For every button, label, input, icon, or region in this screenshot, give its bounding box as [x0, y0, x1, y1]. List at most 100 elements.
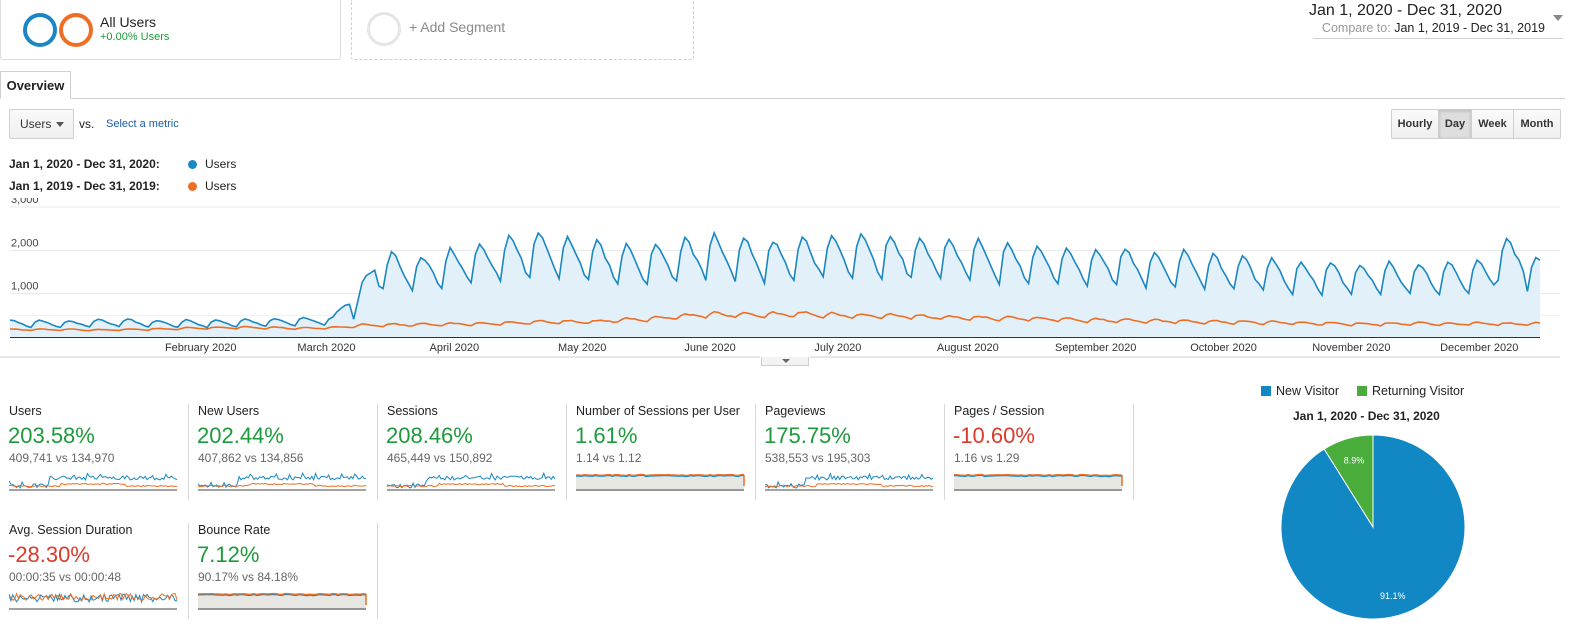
sparkline [387, 471, 556, 491]
y-tick-label: 2,000 [11, 237, 39, 249]
legend-range-previous: Jan 1, 2019 - Dec 31, 2019: [9, 179, 160, 193]
sparkline-current [9, 472, 178, 489]
scorecard-percent: 203.58% [8, 423, 95, 448]
x-tick-label: April 2020 [430, 342, 480, 354]
x-tick-label: December 2020 [1440, 342, 1518, 354]
x-tick-label: February 2020 [165, 342, 237, 354]
sparkline-current [198, 593, 367, 597]
compare-label: Compare to: [1321, 21, 1391, 35]
pie-slice [1323, 434, 1374, 529]
sparkline-previous [198, 592, 367, 596]
scorecard-compare: 409,741 vs 134,970 [9, 451, 115, 465]
sparkline [198, 592, 367, 610]
date-range-compare[interactable]: Compare to: Jan 1, 2019 - Dec 31, 2019 [1322, 21, 1545, 35]
date-range-main[interactable]: Jan 1, 2020 - Dec 31, 2020 [1308, 2, 1502, 19]
scorecard[interactable]: Pages / Session -10.60% 1.16 vs 1.29 [945, 404, 1134, 500]
segment-title: All Users [100, 14, 157, 30]
x-tick-label: September 2020 [1055, 342, 1136, 354]
granularity-hourly-button[interactable]: Hourly [1391, 109, 1439, 139]
sparkline-previous [198, 482, 366, 488]
legend-new-visitor: New Visitor [1276, 384, 1339, 398]
scorecard-compare: 407,862 vs 134,856 [198, 451, 304, 465]
chart-resize-handle[interactable] [761, 357, 809, 366]
sparkline-current [765, 472, 934, 489]
scorecard[interactable]: Bounce Rate 7.12% 90.17% vs 84.18% [189, 523, 378, 619]
x-tick-label: November 2020 [1312, 342, 1390, 354]
sparkline-area [576, 475, 744, 491]
scorecard-percent: 208.46% [386, 423, 473, 448]
tab-overview[interactable]: Overview [0, 71, 71, 99]
scorecard-percent: 1.61% [575, 423, 638, 448]
sparkline [576, 473, 745, 491]
tab-divider [0, 98, 1565, 99]
scorecard[interactable]: Sessions 208.46% 465,449 vs 150,892 [378, 404, 567, 500]
scorecard-label: Pages / Session [954, 404, 1045, 418]
scorecard-label: New Users [198, 404, 260, 418]
pie-slice-label: 8.9% [1344, 456, 1365, 466]
vs-label: vs. [79, 117, 95, 131]
sparkline-previous [9, 592, 178, 602]
legend-range-current: Jan 1, 2020 - Dec 31, 2020: [9, 157, 160, 171]
scorecard-label: Pageviews [765, 404, 826, 418]
sparkline-previous [387, 482, 556, 488]
caret-down-icon [56, 122, 64, 127]
granularity-week-button[interactable]: Week [1471, 109, 1514, 139]
compare-value: Jan 1, 2019 - Dec 31, 2019 [1394, 21, 1545, 35]
scorecard[interactable]: New Users 202.44% 407,862 vs 134,856 [189, 404, 378, 500]
granularity-day-button[interactable]: Day [1438, 109, 1472, 139]
scorecard-compare: 538,553 vs 195,303 [765, 451, 871, 465]
scorecard-percent: -10.60% [953, 423, 1035, 448]
scorecard-label: Users [9, 404, 42, 418]
x-tick-label: August 2020 [937, 342, 999, 354]
scorecard-percent: -28.30% [8, 542, 90, 567]
metric-dropdown[interactable]: Users [9, 109, 74, 139]
add-segment-button[interactable]: + Add Segment [409, 19, 506, 35]
sparkline [9, 472, 178, 491]
segment-subtitle: +0.00% Users [100, 31, 170, 43]
scorecard-compare: 1.14 vs 1.12 [576, 451, 642, 465]
granularity-month-button[interactable]: Month [1513, 109, 1561, 139]
scorecard-label: Bounce Rate [198, 523, 271, 537]
legend-metric-previous: Users [205, 179, 237, 193]
scorecard[interactable]: Avg. Session Duration -28.30% 00:00:35 vs … [0, 523, 189, 619]
legend-swatch-returning-visitor [1357, 386, 1367, 396]
metric-dropdown-label: Users [20, 117, 52, 131]
x-tick-label: October 2020 [1190, 342, 1257, 354]
sparkline-previous [954, 473, 1123, 477]
legend-returning-visitor: Returning Visitor [1372, 384, 1465, 398]
sparkline [9, 592, 178, 610]
series-current-line [9, 230, 1541, 329]
sparkline [954, 473, 1123, 491]
scorecard-compare: 90.17% vs 84.18% [198, 570, 299, 584]
select-metric-link[interactable]: Select a metric [106, 118, 179, 130]
x-tick-label: March 2020 [297, 342, 355, 354]
sparkline-current [954, 474, 1123, 478]
scorecard[interactable]: Number of Sessions per User 1.61% 1.14 vs … [567, 404, 756, 500]
scorecard-percent: 202.44% [197, 423, 284, 448]
scorecard-percent: 7.12% [197, 542, 260, 567]
sparkline-previous [9, 482, 178, 488]
sparkline [198, 471, 367, 491]
sparkline-previous [576, 473, 744, 477]
legend-swatch-new-visitor [1261, 386, 1271, 396]
sparkline-area [954, 475, 1122, 491]
scorecard-label: Sessions [387, 404, 438, 418]
chevron-down-icon[interactable] [1553, 15, 1563, 21]
y-tick-label: 3,000 [11, 198, 39, 206]
visitor-type-pie-chart[interactable]: 91.1% 8.9% [1280, 434, 1466, 620]
users-line-chart[interactable]: 3,000 2,000 1,000 February 2020 March 2020 Ap… [0, 198, 1565, 368]
scorecard[interactable]: Pageviews 175.75% 538,553 vs 195,303 [756, 404, 945, 500]
x-tick-label: June 2020 [684, 342, 735, 354]
legend-dot-current [188, 160, 197, 169]
x-tick-label: July 2020 [814, 342, 861, 354]
scorecard[interactable]: Users 203.58% 409,741 vs 134,970 [0, 404, 189, 500]
sparkline-current [576, 474, 744, 478]
sparkline-current [387, 471, 556, 489]
scorecard-compare: 465,449 vs 150,892 [387, 451, 493, 465]
date-range-underline [1313, 38, 1563, 39]
sparkline-current [198, 471, 367, 489]
add-segment-card[interactable] [351, 0, 694, 60]
sparkline-current [9, 592, 178, 604]
scorecard-label: Number of Sessions per User [576, 404, 740, 418]
series-current-area [10, 232, 1540, 337]
